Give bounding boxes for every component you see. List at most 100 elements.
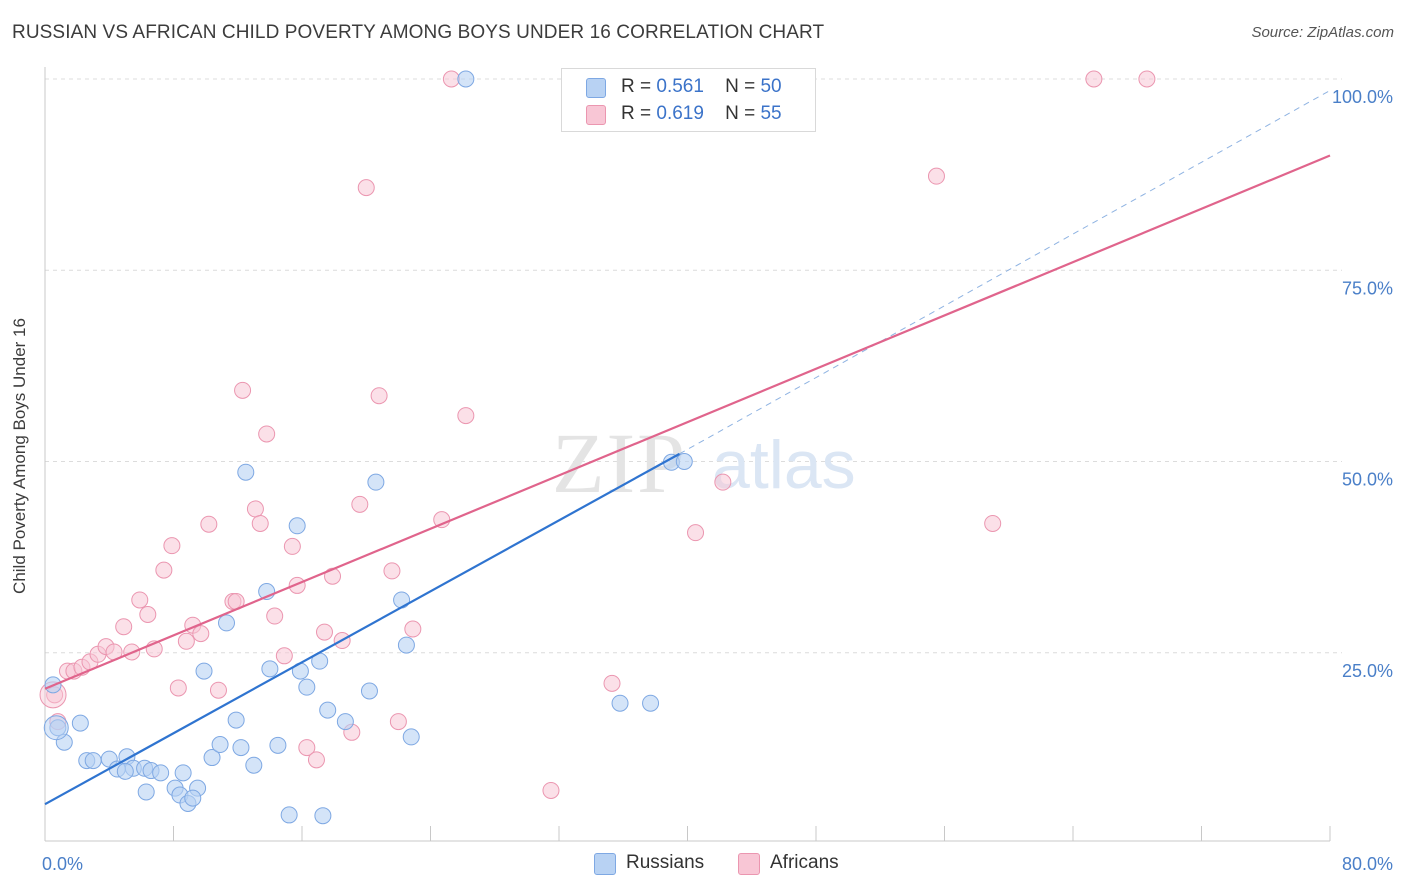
africans-point [177,632,195,650]
africans-point [139,606,157,623]
africans-point [266,607,284,625]
africans-point [307,751,325,769]
russians-legend-label: Russians [626,852,705,873]
africans-point [209,681,227,699]
africans-point [442,70,460,88]
y-axis-label: Child Poverty Among Boys Under 16 [10,318,29,594]
russians-point [402,728,420,746]
russians-point [227,711,245,729]
russians-point [116,762,134,780]
russians-point [232,739,250,757]
africans-point [1085,70,1103,88]
russians-point [184,789,202,807]
legend-item-russians[interactable]: Russians [594,852,724,876]
legend-n-label: N = [725,103,756,124]
legend-item-africans[interactable]: Africans [738,852,858,876]
russians-point [218,614,236,632]
russians-point [611,694,629,712]
legend-n-value: 50 [760,76,782,97]
russians-trend-line [44,452,681,806]
russians-trend-extension [679,90,1331,455]
russians-point [675,453,693,470]
russians-point [280,806,298,824]
africans-point [315,623,333,641]
watermark-atlas: atlas [712,427,856,503]
russians-point [336,713,354,731]
russians-point [397,636,415,654]
legend-r-label: R = [621,76,652,97]
russians-point [367,473,385,491]
russians-point [137,783,155,801]
russians-point [269,736,287,754]
africans-point [275,647,293,665]
russians-point [245,756,263,774]
africans-point [115,618,133,636]
russians-point [314,807,332,825]
africans-point [351,495,369,513]
russians-point [211,736,229,754]
russians-point [319,701,337,719]
africans-point [984,514,1002,532]
russians-swatch [586,78,606,98]
africans-point [246,500,264,518]
watermark: ZIP atlas [552,415,856,511]
africans-point [357,179,375,197]
russians-point [261,660,279,678]
africans-point [404,620,422,638]
russians-point [203,749,221,767]
legend-n-label: N = [725,76,756,97]
africans-trend-line [44,154,1331,690]
y-tick-label: 25.0% [1342,661,1393,681]
chart-title: RUSSIAN VS AFRICAN CHILD POVERTY AMONG B… [12,22,825,43]
stats-legend: R = 0.561 N = 50 R = 0.619 N = 55 [561,68,816,132]
russians-point [152,764,170,782]
africans-point [1138,70,1156,88]
source-credit: Source: ZipAtlas.com [1251,24,1394,41]
africans-point [927,167,945,185]
africans-legend-label: Africans [770,852,839,873]
legend-r-value: 0.619 [656,103,704,124]
russians-point [360,682,378,700]
russians-point [84,752,102,770]
legend-n-value: 55 [760,103,782,124]
russians-point [393,591,411,609]
africans-point [234,381,252,399]
tick-labels: 25.0% 50.0% 75.0% 100.0% 0.0% 80.0% [42,87,1393,874]
africans-point [370,387,388,405]
africans-legend-swatch [738,853,760,875]
africans-point [542,781,560,799]
africans-point [251,514,269,532]
africans-swatch [586,105,606,125]
russians-point [71,714,89,732]
y-tick-label: 50.0% [1342,470,1393,490]
africans-point [192,625,210,643]
africans-point [169,679,187,697]
russians-point [298,678,316,696]
russians-point [288,517,306,535]
russians-points [43,70,693,825]
legend-r-value: 0.561 [656,76,704,97]
africans-point [603,674,621,692]
x-tick-label-max: 80.0% [1342,854,1393,874]
africans-point [687,524,705,542]
africans-point [163,537,181,555]
africans-point [714,473,732,491]
trend-lines [44,90,1331,806]
africans-point [200,515,218,533]
africans-point [258,425,276,443]
russians-point [237,463,255,481]
africans-point [283,537,301,555]
africans-point [131,591,149,609]
africans-point [389,713,407,731]
africans-point [383,562,401,580]
russians-point [642,694,660,712]
y-tick-label: 100.0% [1332,87,1393,107]
russians-point [174,764,192,782]
russians-point-cluster [43,715,69,741]
africans-point [155,561,173,579]
axes [44,67,1331,842]
africans-point [457,407,475,425]
russians-point [195,662,213,680]
y-tick-label: 75.0% [1342,278,1393,298]
